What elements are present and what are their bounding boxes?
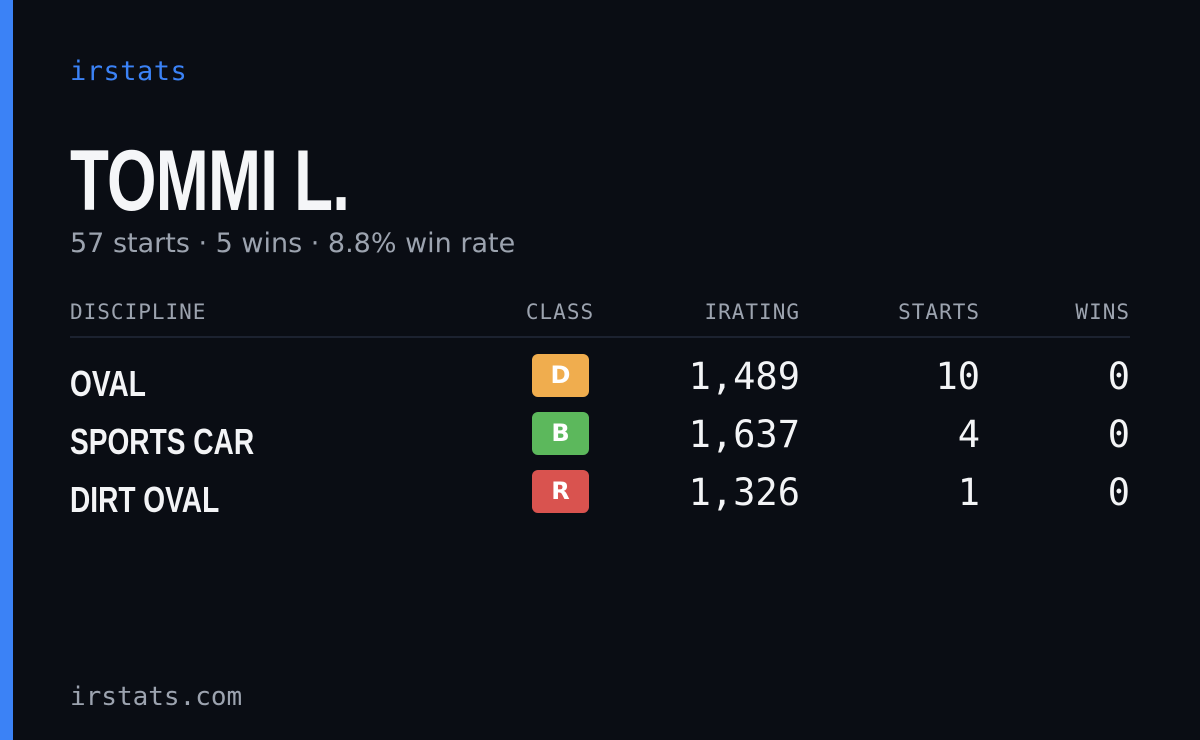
brand-logo[interactable]: irstats — [70, 56, 188, 87]
discipline-name: OVAL — [70, 363, 146, 404]
discipline-name: DIRT OVAL — [70, 479, 220, 520]
wins-value: 0 — [1107, 471, 1130, 514]
header-class: CLASS — [525, 300, 595, 324]
driver-name: TOMMI L. — [70, 133, 350, 229]
header-starts: STARTS — [898, 300, 980, 324]
table-row: SPORTS CAR B 1,637 4 0 — [70, 412, 1130, 470]
irating-value: 1,637 — [688, 413, 800, 456]
driver-summary: 57 starts · 5 wins · 8.8% win rate — [70, 228, 516, 259]
accent-bar — [0, 0, 13, 740]
header-wins: WINS — [1075, 300, 1130, 324]
header-discipline: DISCIPLINE — [70, 300, 207, 324]
starts-value: 10 — [935, 355, 980, 398]
irating-value: 1,326 — [688, 471, 800, 514]
stats-table: DISCIPLINE CLASS IRATING STARTS WINS OVA… — [70, 296, 1130, 528]
table-header: DISCIPLINE CLASS IRATING STARTS WINS — [70, 296, 1130, 338]
header-irating: IRATING — [704, 300, 800, 324]
table-body: OVAL D 1,489 10 0 SPORTS CAR B 1,637 4 0… — [70, 338, 1130, 528]
class-badge: D — [532, 354, 589, 397]
table-row: OVAL D 1,489 10 0 — [70, 354, 1130, 412]
footer-url[interactable]: irstats.com — [70, 682, 243, 712]
wins-value: 0 — [1107, 355, 1130, 398]
discipline-name: SPORTS CAR — [70, 421, 255, 462]
starts-value: 4 — [957, 413, 980, 456]
irating-value: 1,489 — [688, 355, 800, 398]
class-badge: B — [532, 412, 589, 455]
wins-value: 0 — [1107, 413, 1130, 456]
table-row: DIRT OVAL R 1,326 1 0 — [70, 470, 1130, 528]
starts-value: 1 — [957, 471, 980, 514]
class-badge: R — [532, 470, 589, 513]
